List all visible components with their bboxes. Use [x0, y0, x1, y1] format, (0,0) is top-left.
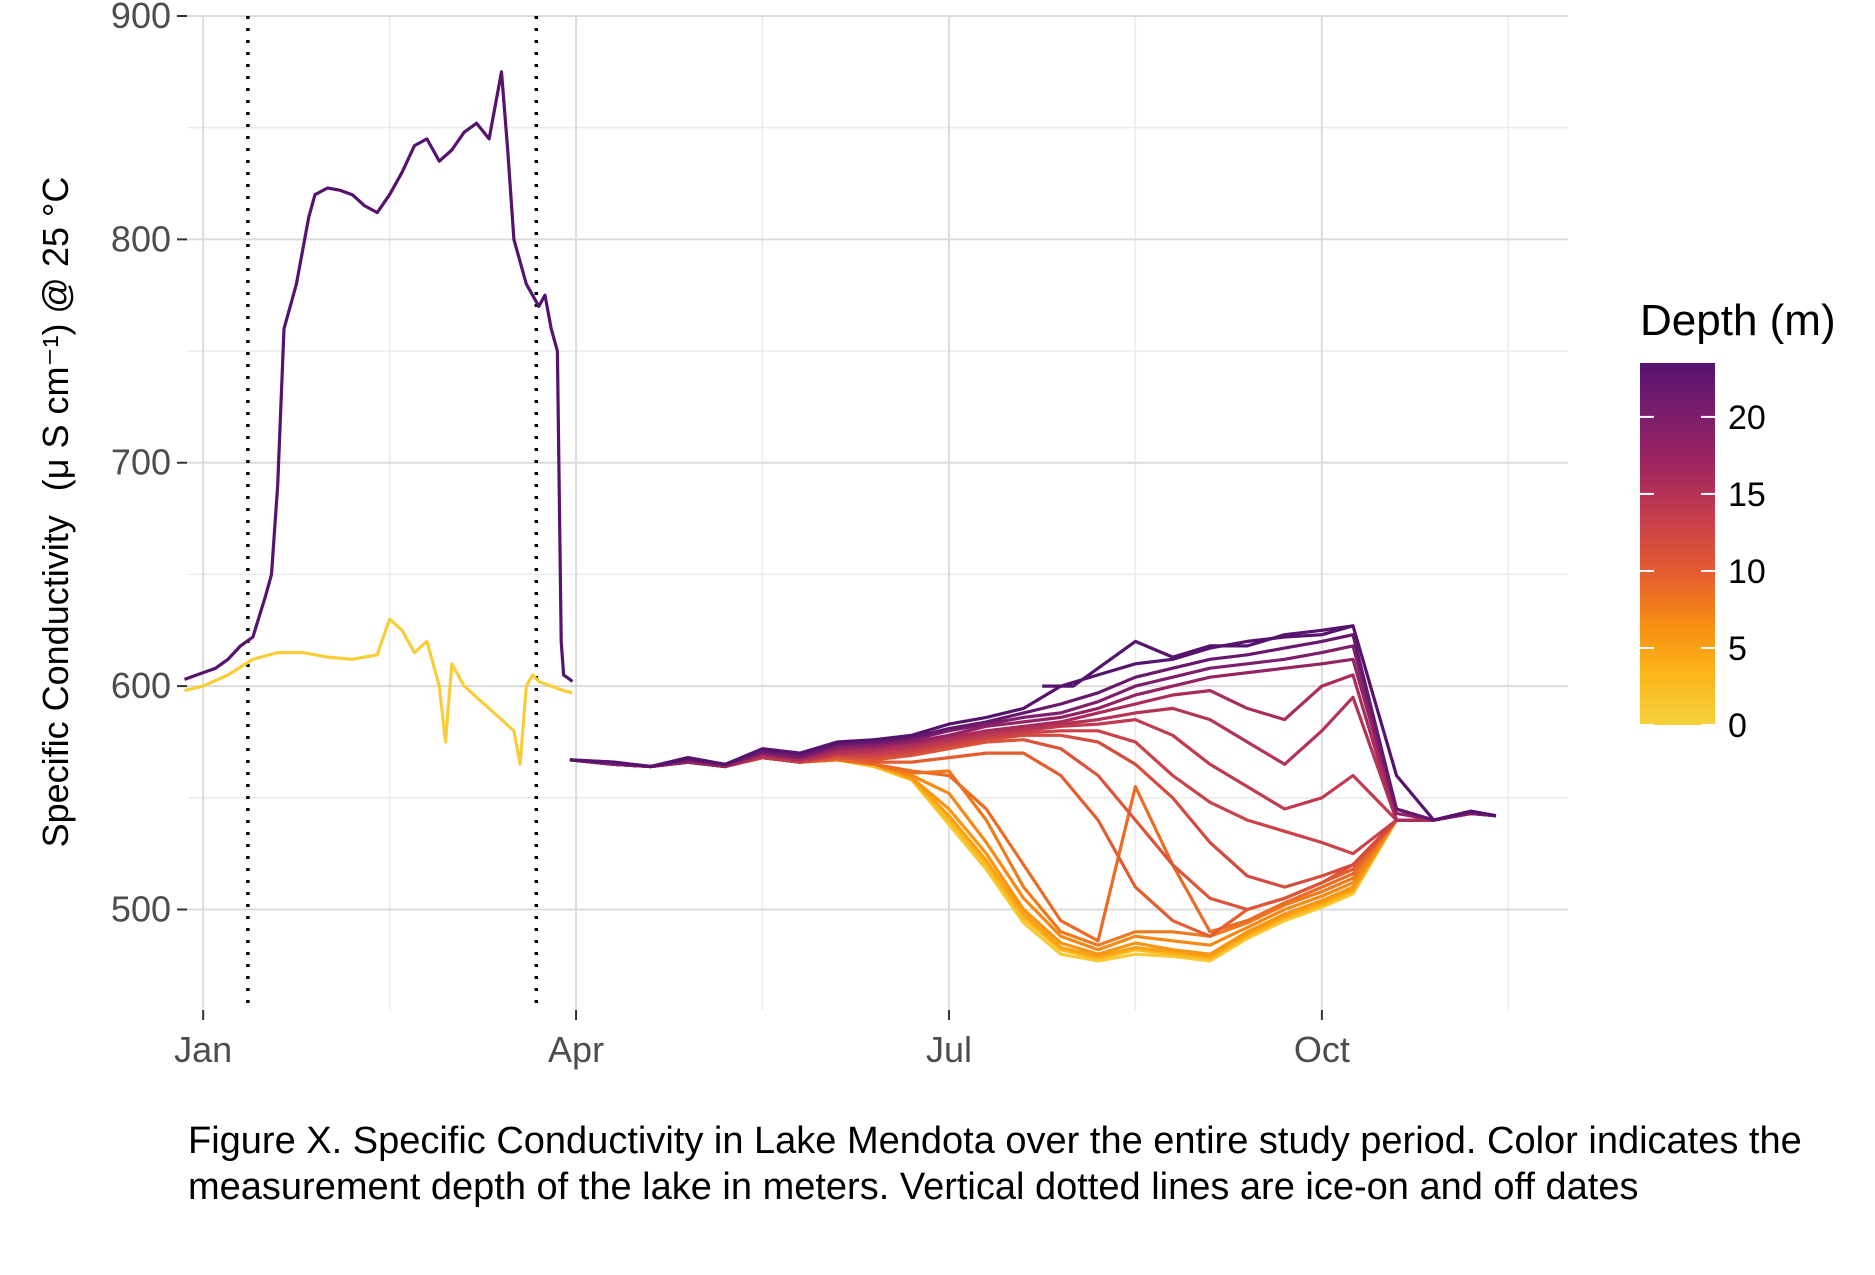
chart-figure: 500 600 700 800 900 Jan Apr Jul Oct Specific Con… — [35, 0, 1836, 1070]
figure-caption: Figure X. Specific Conductivity in Lake … — [188, 1120, 1802, 1208]
legend-tick-label: 15 — [1728, 476, 1766, 514]
series-line — [183, 70, 574, 683]
legend-tick-label: 20 — [1728, 399, 1766, 437]
y-tick-label: 700 — [111, 442, 171, 483]
series-line — [569, 755, 1497, 961]
series-line — [184, 617, 573, 766]
y-tick-label: 500 — [111, 888, 171, 929]
x-tick-label: Oct — [1294, 1029, 1350, 1070]
y-tick-label: 800 — [111, 218, 171, 259]
series-line — [1042, 624, 1354, 688]
depth-legend: Depth (m) 0 5 10 15 20 — [1640, 296, 1836, 745]
x-tick-label: Jul — [926, 1029, 972, 1070]
data-series — [183, 70, 1497, 963]
legend-colorbar — [1640, 363, 1715, 725]
legend-tick-label: 10 — [1728, 553, 1766, 591]
x-tick-label: Apr — [548, 1029, 604, 1070]
legend-tick-label: 5 — [1728, 630, 1747, 668]
series-line — [569, 729, 1497, 856]
y-axis-title: Specific Conductivity (μ S cm⁻¹) @ 25 °C — [35, 177, 76, 848]
x-tick-label: Jan — [174, 1029, 232, 1070]
y-tick-label: 900 — [111, 0, 171, 36]
grid-lines — [187, 15, 1568, 1010]
legend-title: Depth (m) — [1640, 296, 1836, 345]
y-tick-label: 600 — [111, 665, 171, 706]
legend-tick-label: 0 — [1728, 707, 1747, 745]
series-line — [569, 657, 1497, 822]
y-axis-title-main: Specific Conductivity — [35, 515, 76, 847]
svg-text:Specific Conductivity (μ: Specific Conductivity (μ S cm⁻¹) @ 25 °C — [35, 177, 76, 848]
axes: 500 600 700 800 900 Jan Apr Jul Oct — [111, 0, 1350, 1070]
y-axis-title-units: (μ S cm⁻¹) @ 25 °C — [35, 177, 76, 492]
ice-date-lines — [246, 16, 539, 1010]
